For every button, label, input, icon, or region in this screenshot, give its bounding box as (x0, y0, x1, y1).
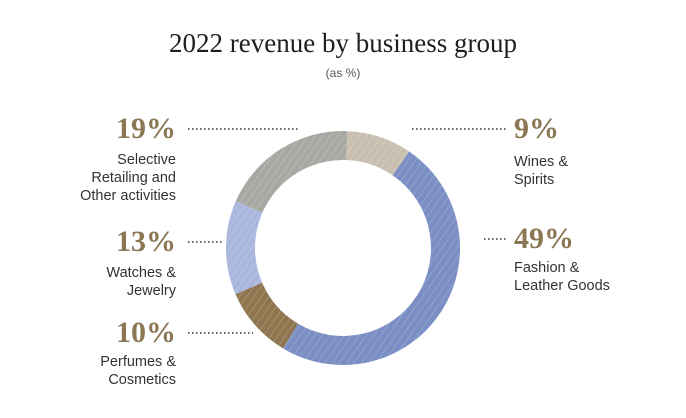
donut-slice-texture-perfumes-cosmetics (235, 282, 298, 349)
watches-jewelry-percent: 13% (116, 225, 176, 258)
wines-spirits-label: Wines & Spirits (514, 154, 568, 188)
donut-slice-texture-wines-spirits (346, 131, 410, 176)
donut-slice-texture-selective-retailing (235, 131, 348, 213)
fashion-leather-percent: 49% (514, 222, 574, 255)
leader-lines (188, 128, 506, 334)
donut-slice-texture-watches-jewelry (226, 201, 263, 295)
selective-retailing-label: Selective Retailing and Other activities (80, 152, 176, 204)
chart-title: 2022 revenue by business group (169, 28, 517, 58)
donut-slice-texture-fashion-leather (283, 151, 460, 365)
perfumes-cosmetics-label: Perfumes & Cosmetics (100, 354, 176, 388)
perfumes-cosmetics-percent: 10% (116, 316, 176, 349)
donut-slices (226, 131, 460, 365)
chart-subtitle: (as %) (325, 66, 361, 80)
wines-spirits-percent: 9% (514, 112, 559, 145)
watches-jewelry-label: Watches & Jewelry (106, 265, 176, 299)
fashion-leather-label: Fashion & Leather Goods (514, 260, 610, 294)
selective-retailing-percent: 19% (116, 112, 176, 145)
